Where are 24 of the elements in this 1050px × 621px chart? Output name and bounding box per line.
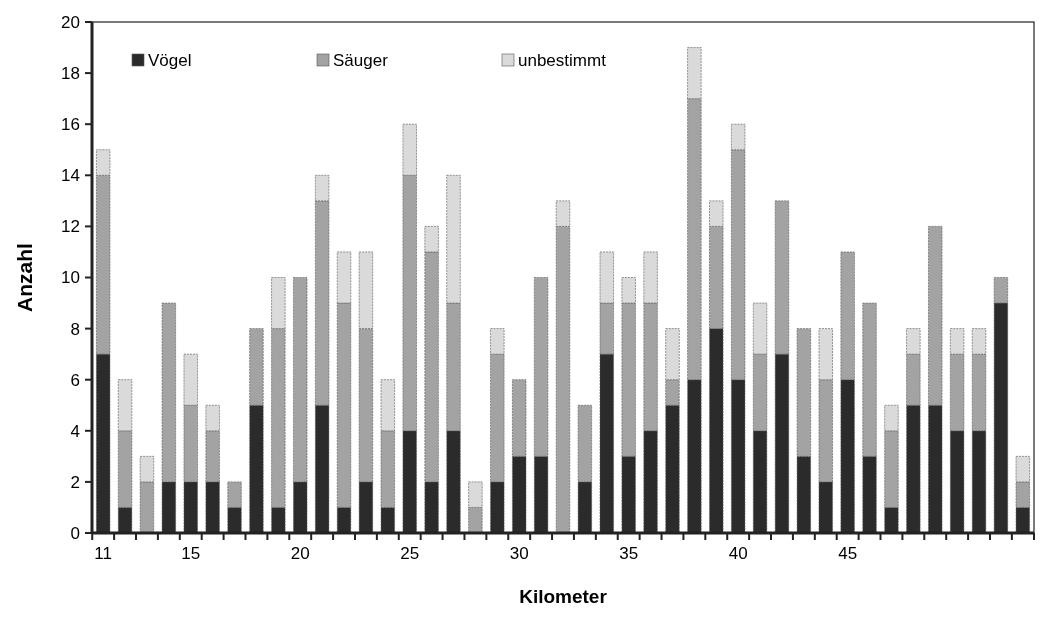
y-tick-label: 2 — [70, 472, 80, 492]
y-tick-label: 16 — [61, 115, 80, 135]
x-tick-label: 45 — [838, 544, 858, 563]
legend-label: Vögel — [148, 51, 192, 70]
y-tick-label: 14 — [61, 166, 80, 186]
x-tick-label: 11 — [94, 544, 112, 563]
x-tick-label: 15 — [181, 544, 201, 563]
legend-label: Säuger — [333, 51, 389, 70]
y-tick-label: 20 — [61, 12, 80, 32]
x-tick-label: 25 — [400, 544, 420, 563]
y-tick-label: 4 — [70, 421, 80, 441]
y-axis-title: Anzahl — [13, 243, 36, 312]
y-tick-label: 8 — [70, 319, 80, 339]
y-tick-label: 10 — [61, 268, 80, 288]
x-tick-label: 30 — [509, 544, 529, 563]
y-tick-label: 0 — [70, 523, 80, 543]
legend-label: unbestimmt — [518, 51, 607, 70]
y-tick-label: 12 — [61, 217, 80, 237]
x-tick-label: 35 — [619, 544, 639, 563]
y-tick-label: 6 — [70, 370, 80, 390]
y-tick-label: 18 — [61, 64, 80, 84]
x-tick-label: 40 — [728, 544, 748, 563]
x-tick-label: 20 — [290, 544, 310, 563]
x-axis-title: Kilometer — [519, 586, 608, 607]
